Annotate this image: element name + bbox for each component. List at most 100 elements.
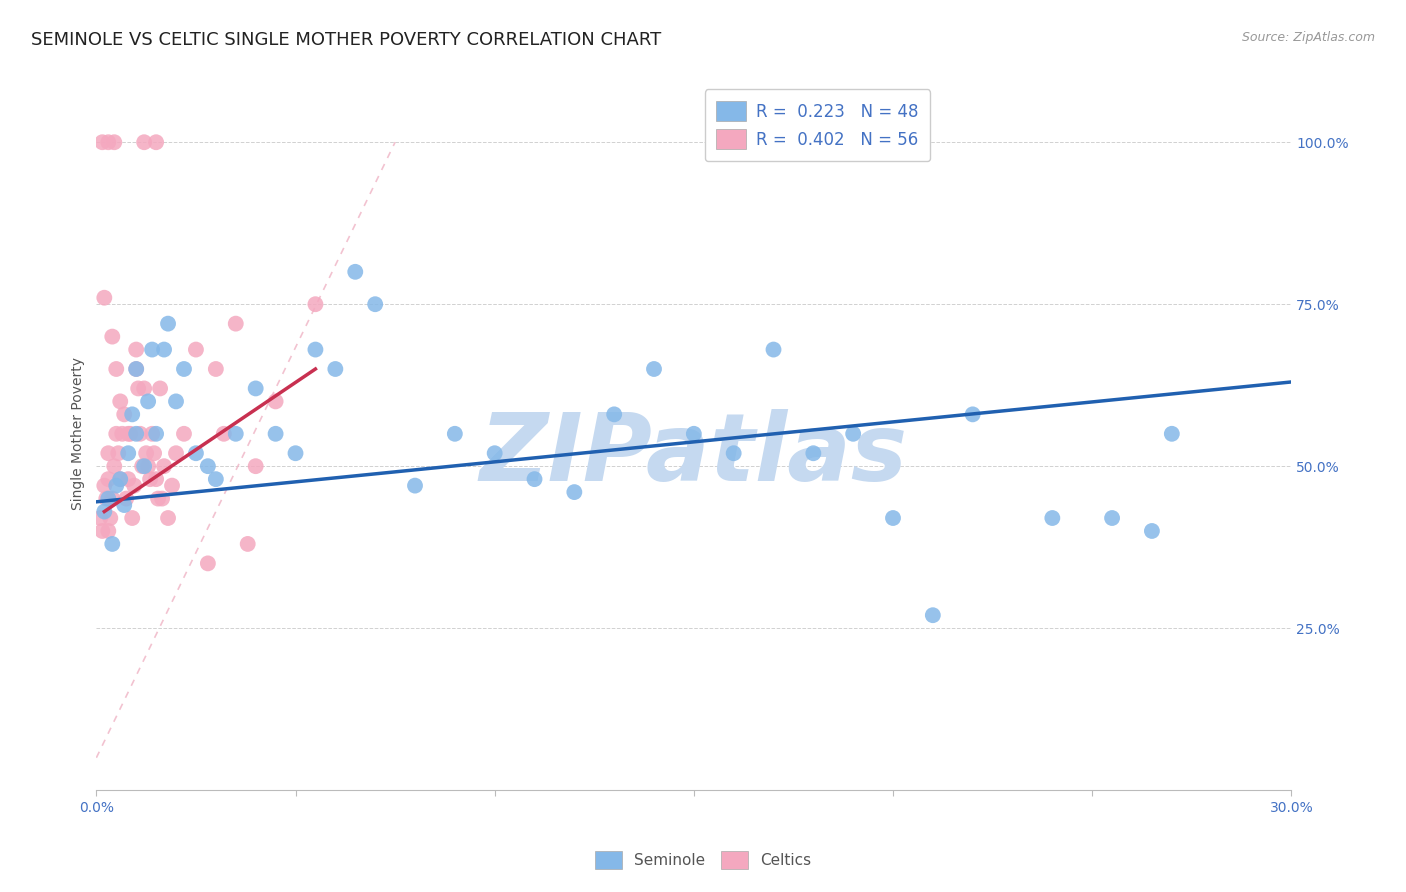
Point	[134, 135, 156, 149]
Point	[245, 381, 267, 395]
Point	[110, 394, 132, 409]
Point	[643, 362, 665, 376]
Point	[145, 472, 167, 486]
Point	[135, 446, 157, 460]
Point	[97, 472, 120, 486]
Point	[103, 459, 125, 474]
Point	[160, 478, 183, 492]
Point	[105, 426, 128, 441]
Point	[264, 394, 287, 409]
Point	[682, 426, 704, 441]
Point	[141, 426, 163, 441]
Point	[236, 537, 259, 551]
Point	[134, 381, 156, 395]
Point	[105, 478, 128, 492]
Point	[184, 446, 207, 460]
Y-axis label: Single Mother Poverty: Single Mother Poverty	[72, 358, 86, 510]
Point	[112, 408, 135, 422]
Point	[801, 446, 824, 460]
Point	[264, 426, 287, 441]
Point	[1160, 426, 1182, 441]
Point	[1040, 511, 1063, 525]
Point	[165, 394, 187, 409]
Point	[1140, 524, 1163, 538]
Point	[125, 362, 148, 376]
Point	[245, 459, 267, 474]
Point	[484, 446, 506, 460]
Point	[97, 135, 120, 149]
Point	[125, 362, 148, 376]
Point	[225, 317, 247, 331]
Point	[444, 426, 467, 441]
Point	[121, 511, 143, 525]
Point	[101, 537, 124, 551]
Point	[97, 446, 120, 460]
Point	[157, 511, 180, 525]
Point	[117, 426, 139, 441]
Point	[197, 557, 219, 571]
Point	[115, 491, 138, 506]
Point	[962, 408, 984, 422]
Point	[184, 343, 207, 357]
Point	[91, 135, 114, 149]
Point	[325, 362, 347, 376]
Point	[153, 343, 176, 357]
Point	[762, 343, 785, 357]
Legend: Seminole, Celtics: Seminole, Celtics	[588, 845, 818, 875]
Point	[134, 459, 156, 474]
Point	[523, 472, 546, 486]
Point	[129, 426, 152, 441]
Point	[122, 478, 145, 492]
Point	[157, 317, 180, 331]
Point	[145, 135, 167, 149]
Point	[603, 408, 626, 422]
Point	[121, 408, 143, 422]
Point	[150, 491, 173, 506]
Point	[165, 446, 187, 460]
Point	[125, 426, 148, 441]
Text: Source: ZipAtlas.com: Source: ZipAtlas.com	[1241, 31, 1375, 45]
Point	[205, 362, 228, 376]
Point	[91, 524, 114, 538]
Point	[225, 426, 247, 441]
Point	[921, 608, 943, 623]
Point	[93, 504, 115, 518]
Point	[96, 491, 118, 506]
Point	[173, 426, 195, 441]
Point	[141, 343, 163, 357]
Point	[723, 446, 745, 460]
Point	[143, 446, 166, 460]
Point	[89, 511, 111, 525]
Point	[139, 472, 162, 486]
Point	[97, 524, 120, 538]
Point	[842, 426, 865, 441]
Point	[110, 472, 132, 486]
Point	[127, 381, 149, 395]
Point	[304, 297, 326, 311]
Point	[120, 426, 142, 441]
Point	[205, 472, 228, 486]
Point	[212, 426, 235, 441]
Point	[107, 446, 129, 460]
Point	[145, 426, 167, 441]
Point	[93, 478, 115, 492]
Point	[117, 472, 139, 486]
Text: ZIPatlas: ZIPatlas	[479, 409, 908, 501]
Point	[105, 362, 128, 376]
Point	[112, 498, 135, 512]
Point	[173, 362, 195, 376]
Point	[117, 446, 139, 460]
Point	[1101, 511, 1123, 525]
Point	[125, 343, 148, 357]
Text: SEMINOLE VS CELTIC SINGLE MOTHER POVERTY CORRELATION CHART: SEMINOLE VS CELTIC SINGLE MOTHER POVERTY…	[31, 31, 661, 49]
Point	[304, 343, 326, 357]
Point	[136, 459, 159, 474]
Point	[149, 381, 172, 395]
Point	[103, 135, 125, 149]
Point	[98, 511, 121, 525]
Legend: R =  0.223   N = 48, R =  0.402   N = 56: R = 0.223 N = 48, R = 0.402 N = 56	[704, 89, 931, 161]
Point	[404, 478, 426, 492]
Point	[97, 491, 120, 506]
Point	[110, 472, 132, 486]
Point	[882, 511, 904, 525]
